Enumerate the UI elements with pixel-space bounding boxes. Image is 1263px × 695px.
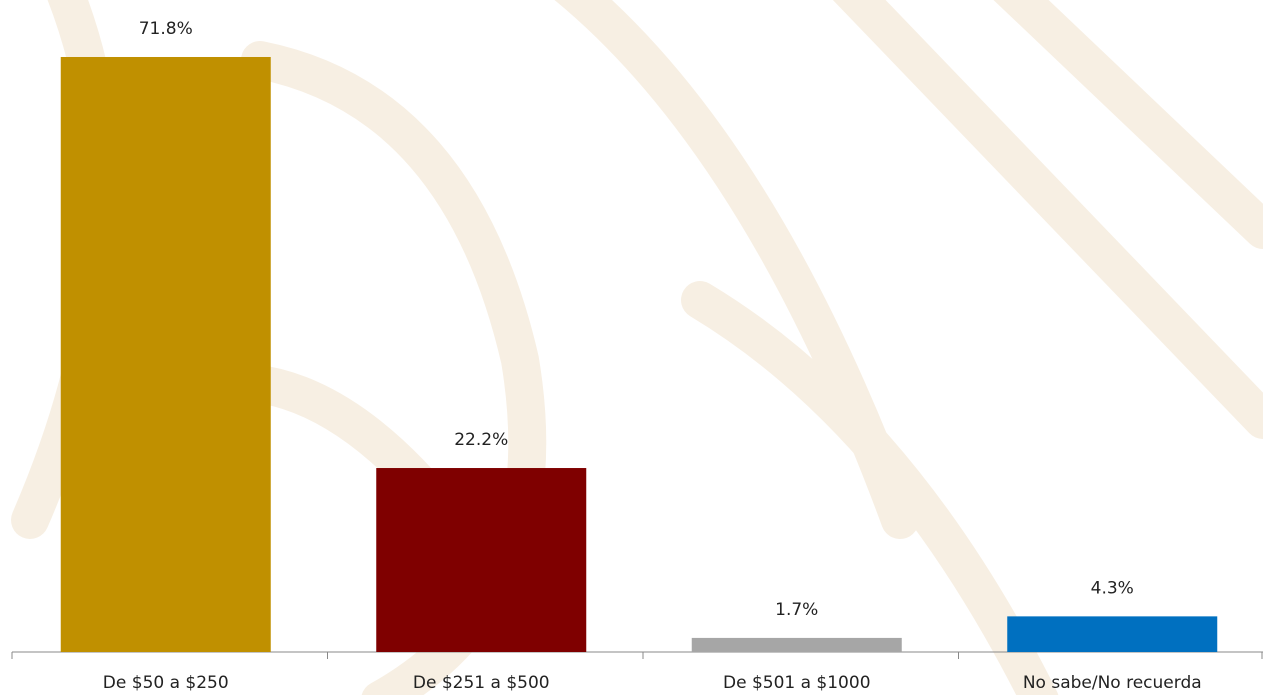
x-tick-label: De $501 a $1000 — [723, 673, 871, 693]
value-label: 22.2% — [454, 430, 508, 450]
x-tick-label: De $50 a $250 — [103, 673, 229, 693]
bar — [1007, 616, 1218, 652]
bar — [376, 468, 587, 652]
bar — [691, 637, 902, 652]
value-label: 4.3% — [1091, 578, 1134, 598]
x-tick-label: No sabe/No recuerda — [1023, 673, 1202, 693]
value-label: 71.8% — [139, 19, 193, 39]
bar — [60, 56, 271, 652]
value-label: 1.7% — [775, 600, 818, 620]
x-tick-label: De $251 a $500 — [413, 673, 550, 693]
